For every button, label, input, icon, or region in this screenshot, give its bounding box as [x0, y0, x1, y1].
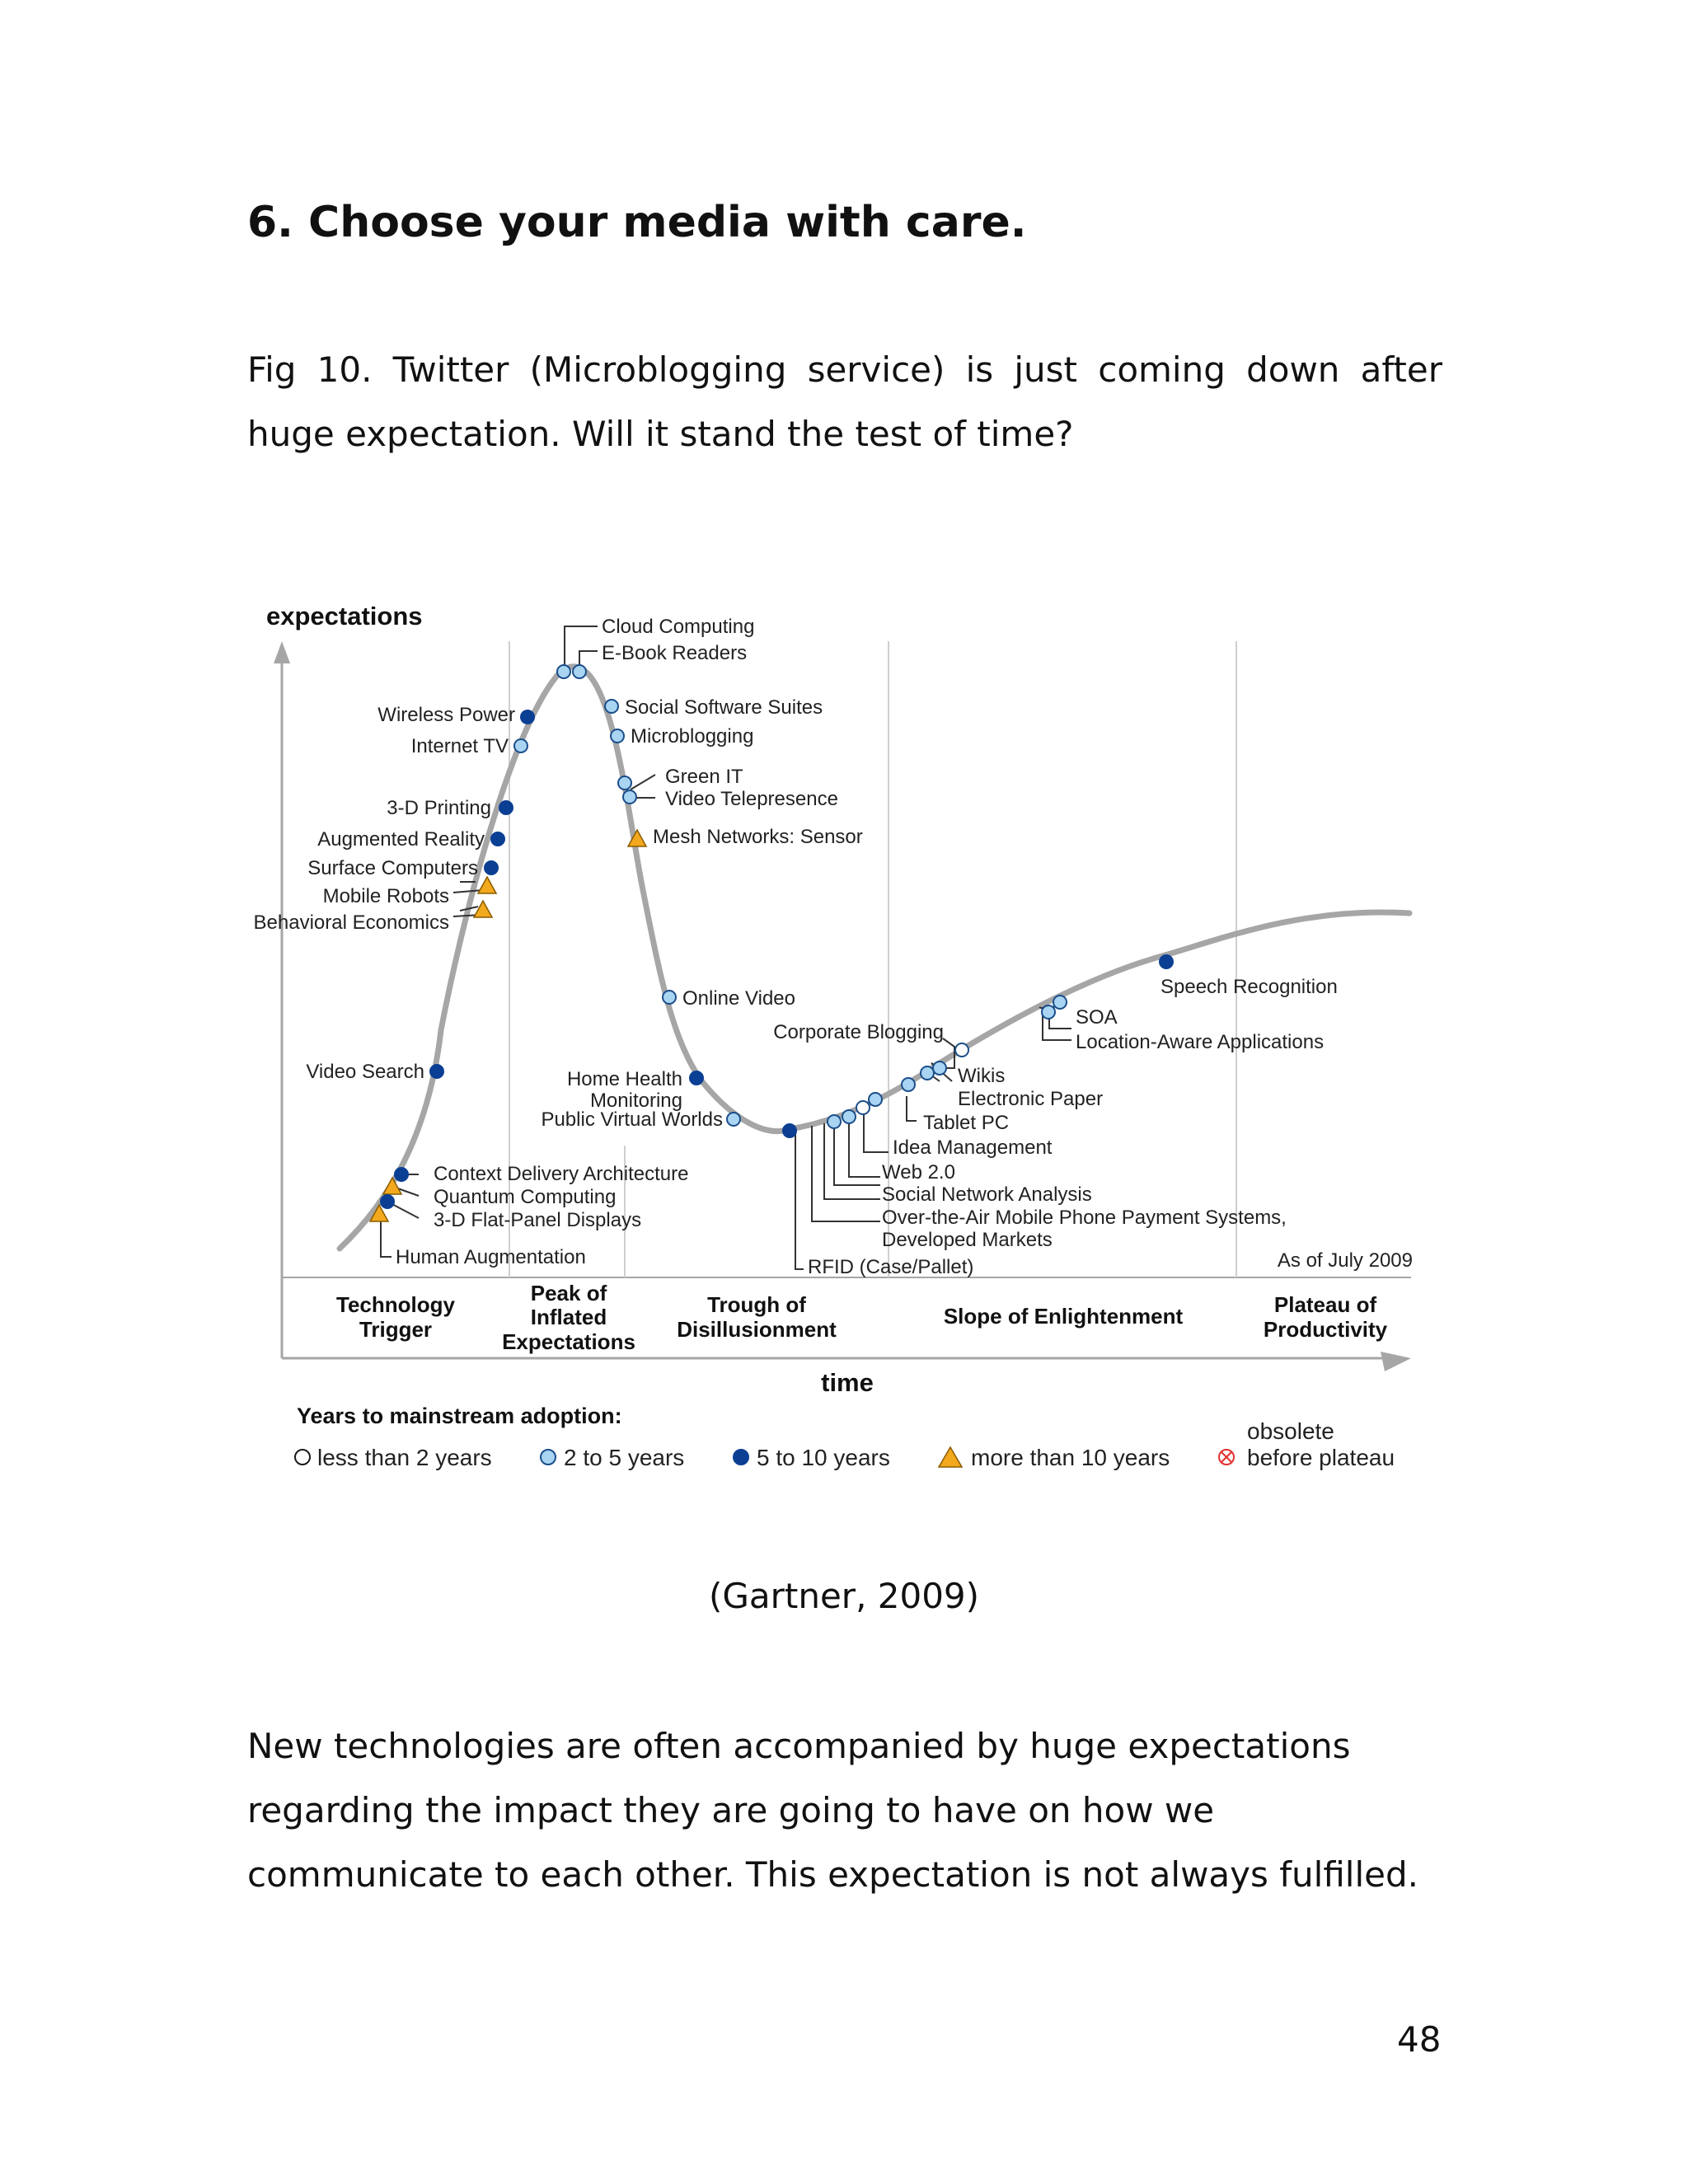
- tech-label: SOA: [1076, 1006, 1118, 1029]
- legend-light-blue-circle-icon: [540, 1449, 556, 1465]
- phase-label: Peak of: [531, 1281, 607, 1305]
- tech-label: Social Network Analysis: [882, 1183, 1092, 1206]
- tech-label: Over-the-Air Mobile Phone Payment System…: [882, 1207, 1287, 1251]
- legend-label: before plateau: [1247, 1445, 1395, 1470]
- citation: (Gartner, 2009): [708, 1576, 980, 1616]
- tech-label: Quantum Computing: [434, 1186, 616, 1208]
- y-axis-arrow: [274, 641, 290, 663]
- tech-label: Green IT: [665, 766, 743, 788]
- tech-label: Tablet PC: [923, 1112, 1009, 1134]
- tech-label: Microblogging: [631, 725, 753, 748]
- phase-label: Slope of Enlightenment: [944, 1304, 1184, 1329]
- phase-label: Trigger: [359, 1317, 432, 1342]
- tech-label: Home Health Monitoring: [567, 1068, 682, 1112]
- y-axis-label: expectations: [266, 602, 423, 630]
- phase-label: Trough of: [707, 1292, 806, 1317]
- tech-label: RFID (Case/Pallet): [808, 1256, 973, 1278]
- tech-label: Video Telepresence: [665, 788, 838, 810]
- tech-label: 3-D Flat-Panel Displays: [434, 1209, 641, 1231]
- tech-label: Social Software Suites: [625, 696, 823, 719]
- tech-label: Speech Recognition: [1160, 976, 1338, 998]
- tech-label: 3-D Printing: [387, 797, 491, 819]
- tech-label: Video Search: [306, 1061, 424, 1083]
- tech-label: Corporate Blogging: [773, 1021, 944, 1043]
- tech-label: Location-Aware Applications: [1076, 1031, 1324, 1053]
- legend-orange-triangle-icon: [937, 1446, 964, 1468]
- tech-label: Public Virtual Worlds: [541, 1108, 723, 1131]
- page-number: 48: [1397, 2019, 1442, 2060]
- legend-label: 2 to 5 years: [564, 1445, 684, 1470]
- phase-label: Inflated: [531, 1305, 607, 1329]
- tech-label: Mesh Networks: Sensor: [653, 826, 863, 848]
- x-axis-arrow: [1381, 1352, 1411, 1371]
- tech-label: Augmented Reality: [317, 828, 485, 851]
- phase-label: Technology: [336, 1292, 456, 1317]
- x-axis-label: time: [821, 1368, 874, 1397]
- tech-label: Cloud Computing: [602, 616, 754, 638]
- legend-obsolete-icon: [1218, 1449, 1235, 1465]
- phase-label: Disillusionment: [677, 1317, 837, 1342]
- tech-label: Wireless Power: [377, 704, 515, 726]
- tech-label: Web 2.0: [882, 1161, 955, 1183]
- tech-label: E-Book Readers: [602, 642, 747, 664]
- heading: 6. Choose your media with care.: [247, 198, 1027, 247]
- legend-label: obsolete: [1247, 1418, 1334, 1444]
- legend-label: 5 to 10 years: [757, 1445, 890, 1470]
- legend-label: less than 2 years: [317, 1445, 492, 1470]
- tech-label: Internet TV: [411, 735, 509, 757]
- phase-label: Productivity: [1264, 1317, 1388, 1342]
- legend-label: more than 10 years: [971, 1445, 1170, 1470]
- body-paragraph: New technologies are often accompanied b…: [247, 1726, 1418, 1895]
- hype-cycle-figure: expectations time: [254, 602, 1413, 1470]
- tech-label: Electronic Paper: [958, 1088, 1103, 1110]
- phase-label: Plateau of: [1274, 1292, 1377, 1317]
- legend-title: Years to mainstream adoption:: [297, 1404, 622, 1428]
- legend-dark-blue-circle-icon: [733, 1449, 749, 1465]
- tech-label: Context Delivery Architecture: [434, 1163, 688, 1185]
- as-of-label: As of July 2009: [1278, 1249, 1413, 1272]
- tech-label: Wikis: [958, 1065, 1005, 1087]
- legend-open-circle-icon: [294, 1449, 311, 1465]
- tech-label: Online Video: [682, 987, 795, 1010]
- phase-label: Expectations: [502, 1329, 635, 1354]
- hype-curve: [336, 663, 1413, 1252]
- tech-label: Mobile Robots: [323, 885, 449, 907]
- tech-label: Surface Computers: [307, 857, 478, 879]
- tech-label: Human Augmentation: [396, 1246, 586, 1268]
- tech-label: Idea Management: [893, 1137, 1053, 1159]
- figure-caption: Fig 10. Twitter (Microblogging service) …: [247, 349, 1442, 454]
- tech-label: Behavioral Economics: [254, 912, 449, 934]
